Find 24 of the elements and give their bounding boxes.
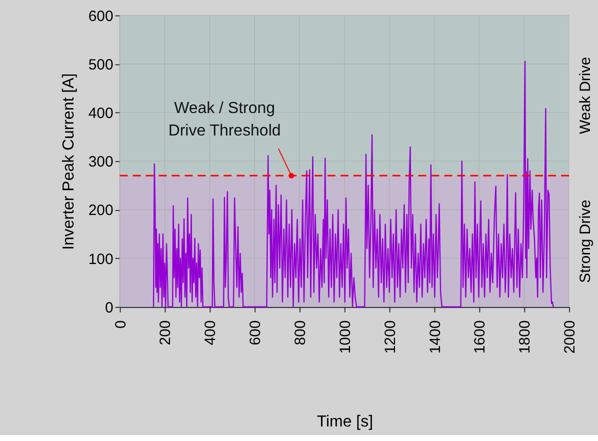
x-tick-label: 1000 xyxy=(336,320,354,354)
line-series xyxy=(152,60,554,308)
x-tick-label: 1200 xyxy=(382,320,399,354)
x-tick-label: 1800 xyxy=(516,320,534,354)
x-tick-label: 800 xyxy=(292,320,309,346)
annotation: Weak / Strong Drive Threshold xyxy=(168,100,281,140)
y-axis-title: Inverter Peak Current [A] xyxy=(60,73,78,250)
band-label: Weak Drive xyxy=(577,56,594,134)
x-tick-label: 2000 xyxy=(562,320,579,354)
y-tick-label: 200 xyxy=(88,202,114,220)
x-tick-label: 200 xyxy=(157,320,174,346)
band-label: Strong Drive xyxy=(577,200,594,283)
y-tick-label: 500 xyxy=(88,56,114,74)
x-tick-label: 600 xyxy=(247,320,264,346)
x-tick-label: 0 xyxy=(112,320,130,329)
y-tick-label: 600 xyxy=(88,8,114,25)
x-tick-label: 400 xyxy=(202,320,220,346)
y-tick-label: 300 xyxy=(88,154,114,171)
x-tick-label: 1400 xyxy=(426,320,444,354)
x-tick-label: 1600 xyxy=(472,320,489,354)
y-tick-label: 0 xyxy=(104,299,114,316)
x-axis-title: Time [s] xyxy=(316,414,374,431)
y-tick-label: 400 xyxy=(88,105,114,122)
y-tick-label: 100 xyxy=(88,250,114,268)
